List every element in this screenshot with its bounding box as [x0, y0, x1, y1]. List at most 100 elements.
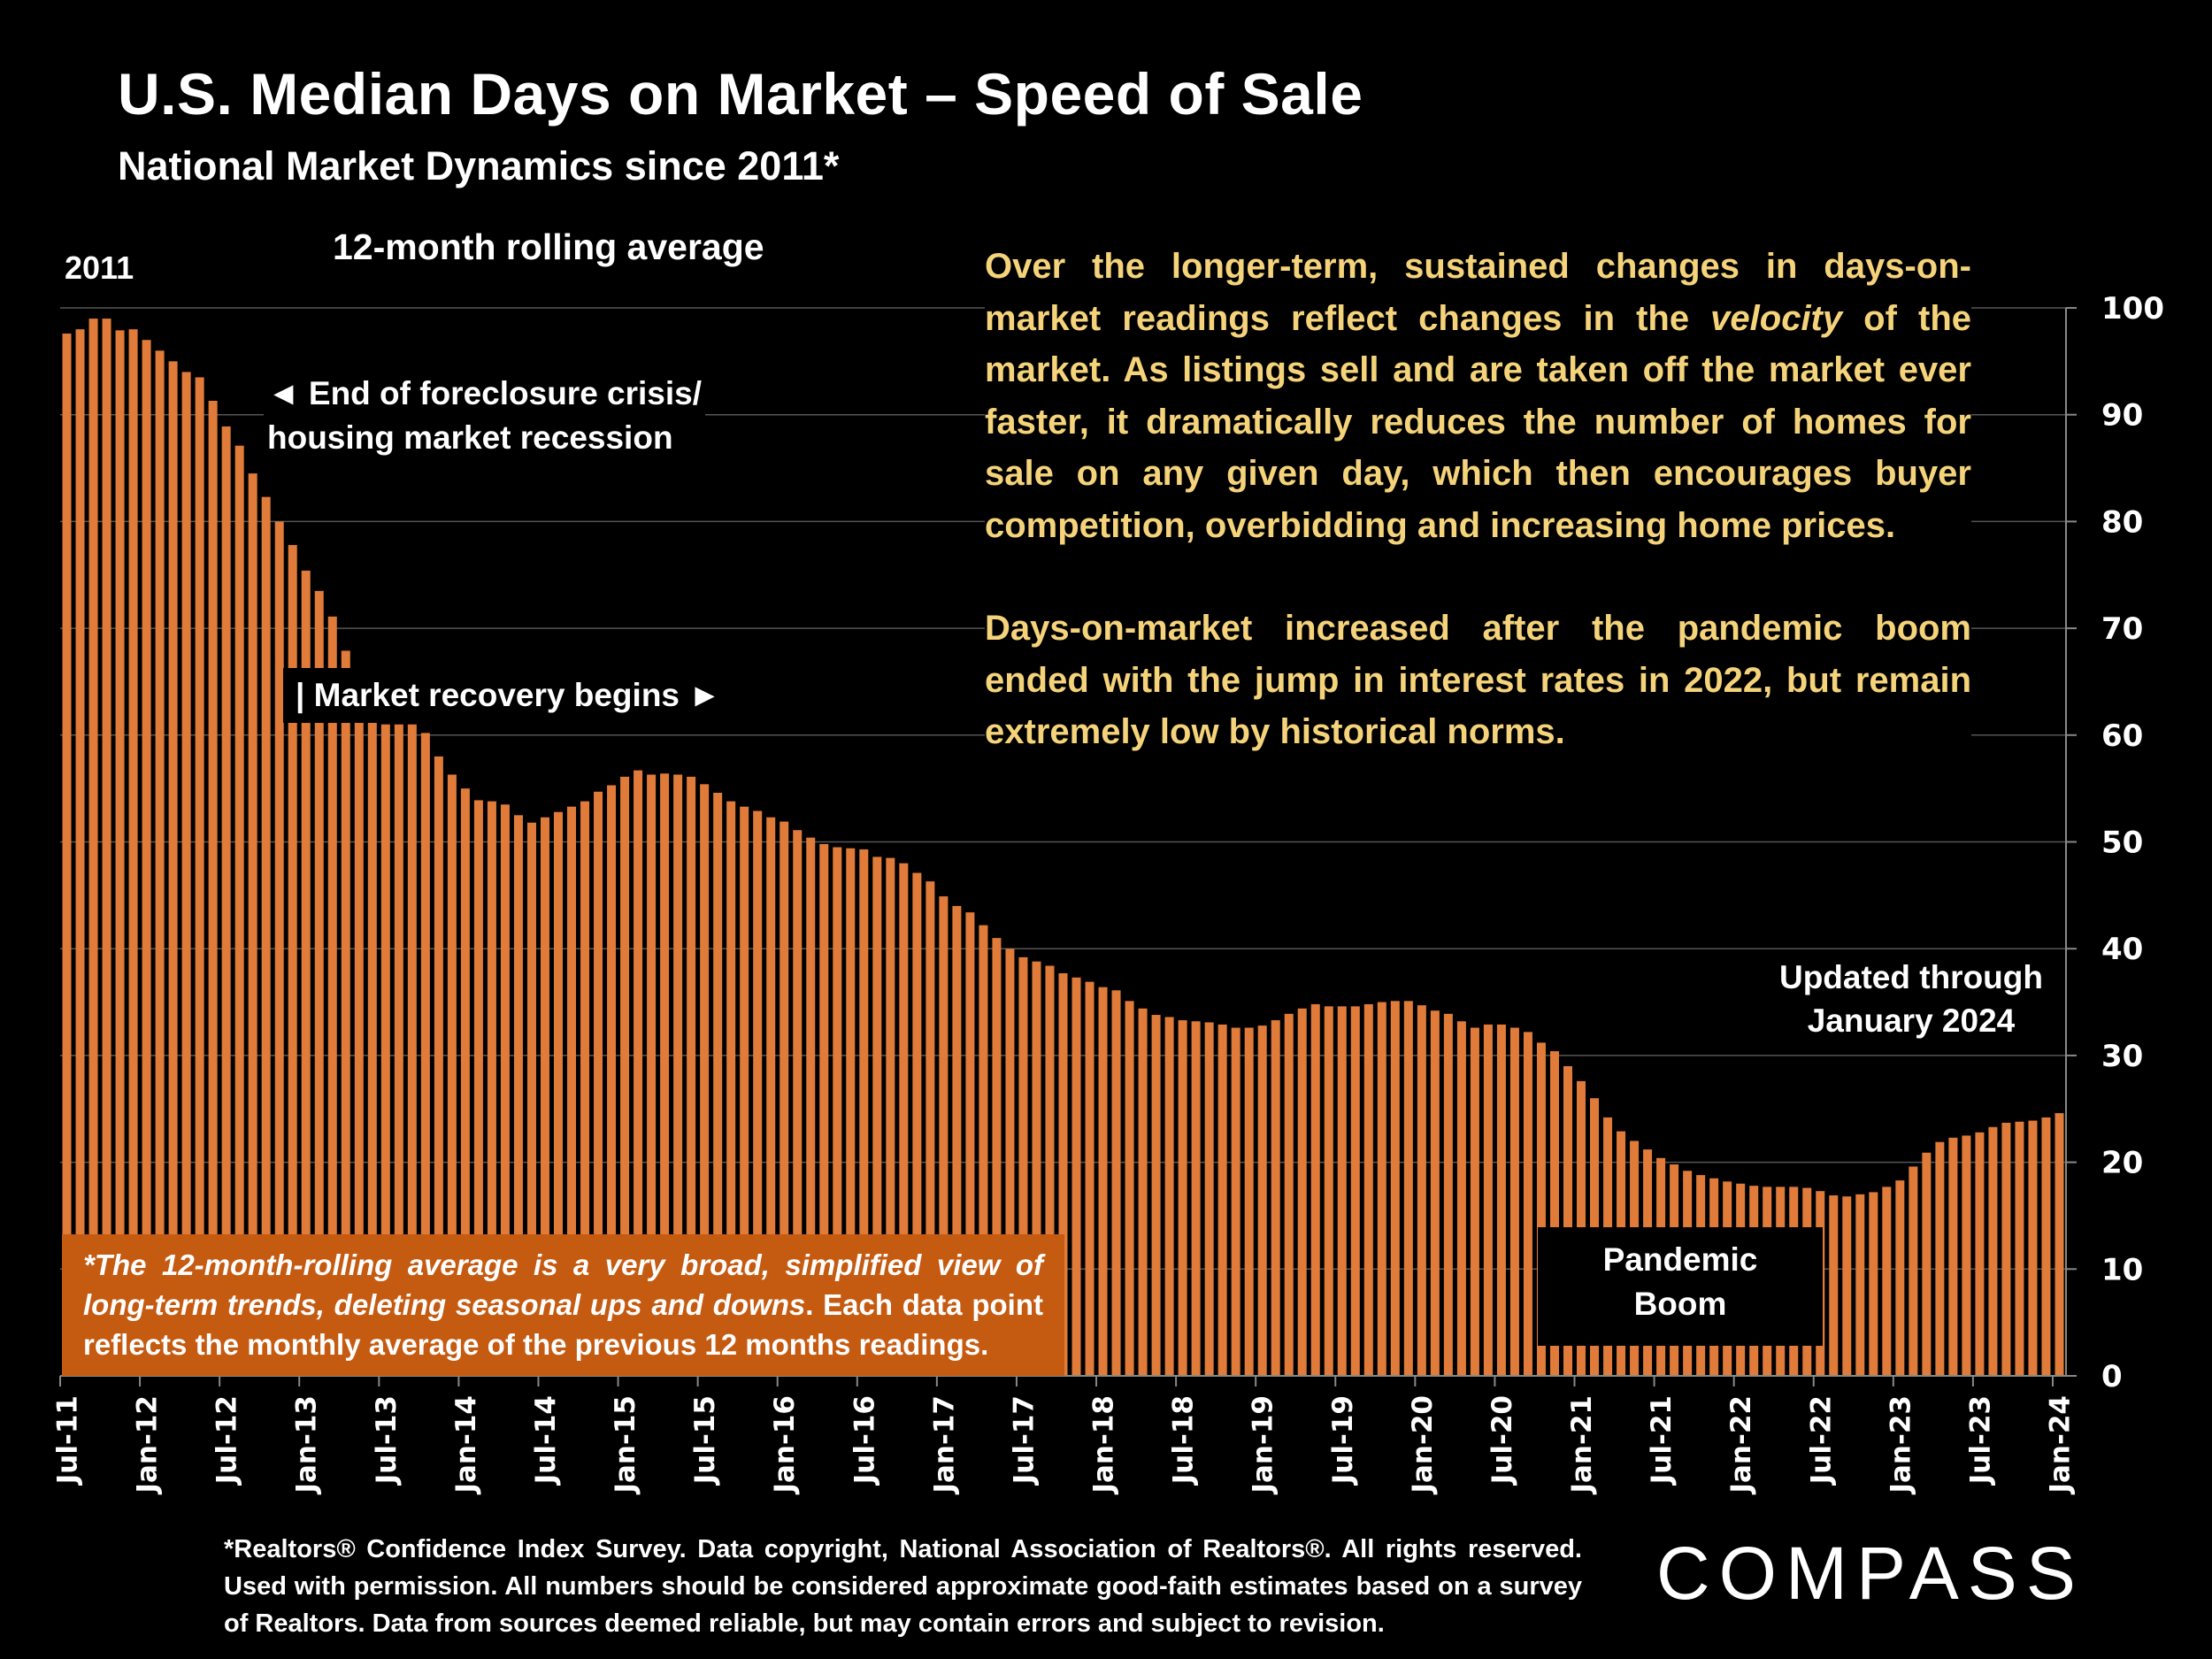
bar: [513, 815, 523, 1376]
bar: [1045, 965, 1055, 1376]
bar: [846, 848, 856, 1376]
bar: [142, 340, 151, 1377]
bar: [1895, 1180, 1905, 1376]
bar: [766, 817, 776, 1376]
x-tick-label: Jul-14: [530, 1395, 562, 1486]
bar: [1509, 1027, 1519, 1376]
bar: [327, 616, 337, 1376]
x-tick-label: Jul-17: [1008, 1395, 1040, 1486]
bar: [434, 756, 443, 1376]
bar: [872, 856, 882, 1376]
y-tick-label: 70: [2101, 611, 2143, 647]
bar: [713, 792, 723, 1376]
bar: [1975, 1132, 1985, 1376]
bar: [407, 724, 417, 1376]
bar: [607, 785, 617, 1376]
bar: [580, 801, 590, 1376]
bar: [979, 925, 988, 1376]
bar: [1257, 1025, 1267, 1376]
bar: [793, 830, 803, 1376]
bar: [1297, 1008, 1307, 1376]
bar: [168, 361, 178, 1377]
x-tick-label: Jan-22: [1725, 1395, 1757, 1495]
compass-logo: COMPASS: [1656, 1532, 2085, 1615]
bar: [62, 333, 72, 1376]
x-tick-label: Jul-19: [1327, 1395, 1359, 1486]
bar: [726, 801, 736, 1376]
bar: [886, 857, 895, 1376]
bar: [526, 822, 536, 1376]
bar: [553, 811, 563, 1376]
bar: [567, 806, 577, 1376]
x-tick-label: Jan-14: [450, 1395, 482, 1495]
updated-through-label: Updated through January 2024: [1761, 956, 2062, 1042]
bar: [965, 912, 975, 1376]
bar: [128, 329, 138, 1376]
recovery-annotation: | Market recovery begins ►: [283, 668, 733, 723]
updated-line-1: Updated through: [1778, 959, 2043, 995]
y-tick-label: 90: [2101, 398, 2143, 434]
y-tick-label: 50: [2101, 826, 2143, 861]
x-tick-label: Jul-16: [849, 1395, 880, 1486]
x-tick-label: Jan-16: [769, 1395, 801, 1495]
bar: [1324, 1006, 1333, 1376]
bar: [1523, 1032, 1532, 1376]
chart-subtitle: National Market Dynamics since 2011*: [118, 143, 840, 188]
bar: [634, 770, 643, 1376]
x-tick-label: Jan-21: [1566, 1395, 1598, 1495]
bar: [75, 329, 85, 1376]
bar: [992, 938, 1002, 1376]
bar: [899, 863, 909, 1376]
y-tick-label: 60: [2101, 718, 2143, 754]
bar: [912, 872, 922, 1376]
start-year-label: 2011: [65, 250, 134, 286]
bar: [301, 570, 311, 1376]
bar: [1882, 1187, 1892, 1376]
bar: [2015, 1121, 2024, 1376]
x-tick-label: Jul-13: [371, 1395, 403, 1486]
bar: [1377, 1002, 1386, 1376]
x-tick-label: Jan-18: [1088, 1395, 1120, 1495]
y-tick-label: 40: [2101, 932, 2143, 967]
bar: [1271, 1020, 1280, 1376]
bar: [314, 590, 324, 1376]
bar: [248, 473, 257, 1376]
axes: 0 10 20 30 40 50 60 70 80 90 100 Jul-11 Jan-12 Jul-12…: [52, 291, 2164, 1495]
bar: [115, 330, 125, 1377]
methodology-note: *The 12-month-rolling average is a very …: [62, 1234, 1064, 1376]
commentary-paragraph-1: Over the longer-term, sustained changes …: [985, 241, 1971, 551]
bar: [261, 496, 271, 1376]
bar: [2041, 1117, 2051, 1376]
bar: [1922, 1152, 1932, 1376]
bar: [1855, 1194, 1865, 1376]
bar: [234, 445, 244, 1376]
bar: [1443, 1013, 1453, 1376]
bar: [341, 650, 350, 1376]
bar: [1430, 1010, 1440, 1376]
x-tick-label: Jan-15: [610, 1395, 641, 1495]
note-rest: . Each data point reflects the monthly a…: [83, 1288, 1043, 1361]
x-tick-label: Jul-21: [1646, 1395, 1678, 1486]
bar: [1164, 1017, 1174, 1376]
bar: [487, 801, 496, 1376]
bar: [1536, 1042, 1546, 1376]
bar: [380, 724, 390, 1376]
x-tick-label: Jul-11: [52, 1395, 84, 1486]
bar: [88, 319, 98, 1376]
bar: [1204, 1022, 1214, 1376]
bar: [1962, 1135, 1971, 1376]
bar: [1085, 981, 1094, 1376]
bar: [2055, 1113, 2064, 1376]
bar: [1310, 1003, 1320, 1376]
bar: [1470, 1027, 1479, 1376]
bar: [1403, 1001, 1413, 1376]
x-tick-label: Jul-23: [1964, 1395, 1996, 1486]
bar: [473, 800, 483, 1376]
bar: [1125, 1001, 1134, 1376]
bar: [1337, 1006, 1347, 1376]
bar: [620, 776, 630, 1376]
commentary-paragraph-2: Days-on-market increased after the pande…: [985, 609, 1971, 751]
bar: [1483, 1024, 1493, 1376]
bar: [1191, 1021, 1201, 1376]
commentary-p1-italic: velocity: [1710, 298, 1843, 338]
